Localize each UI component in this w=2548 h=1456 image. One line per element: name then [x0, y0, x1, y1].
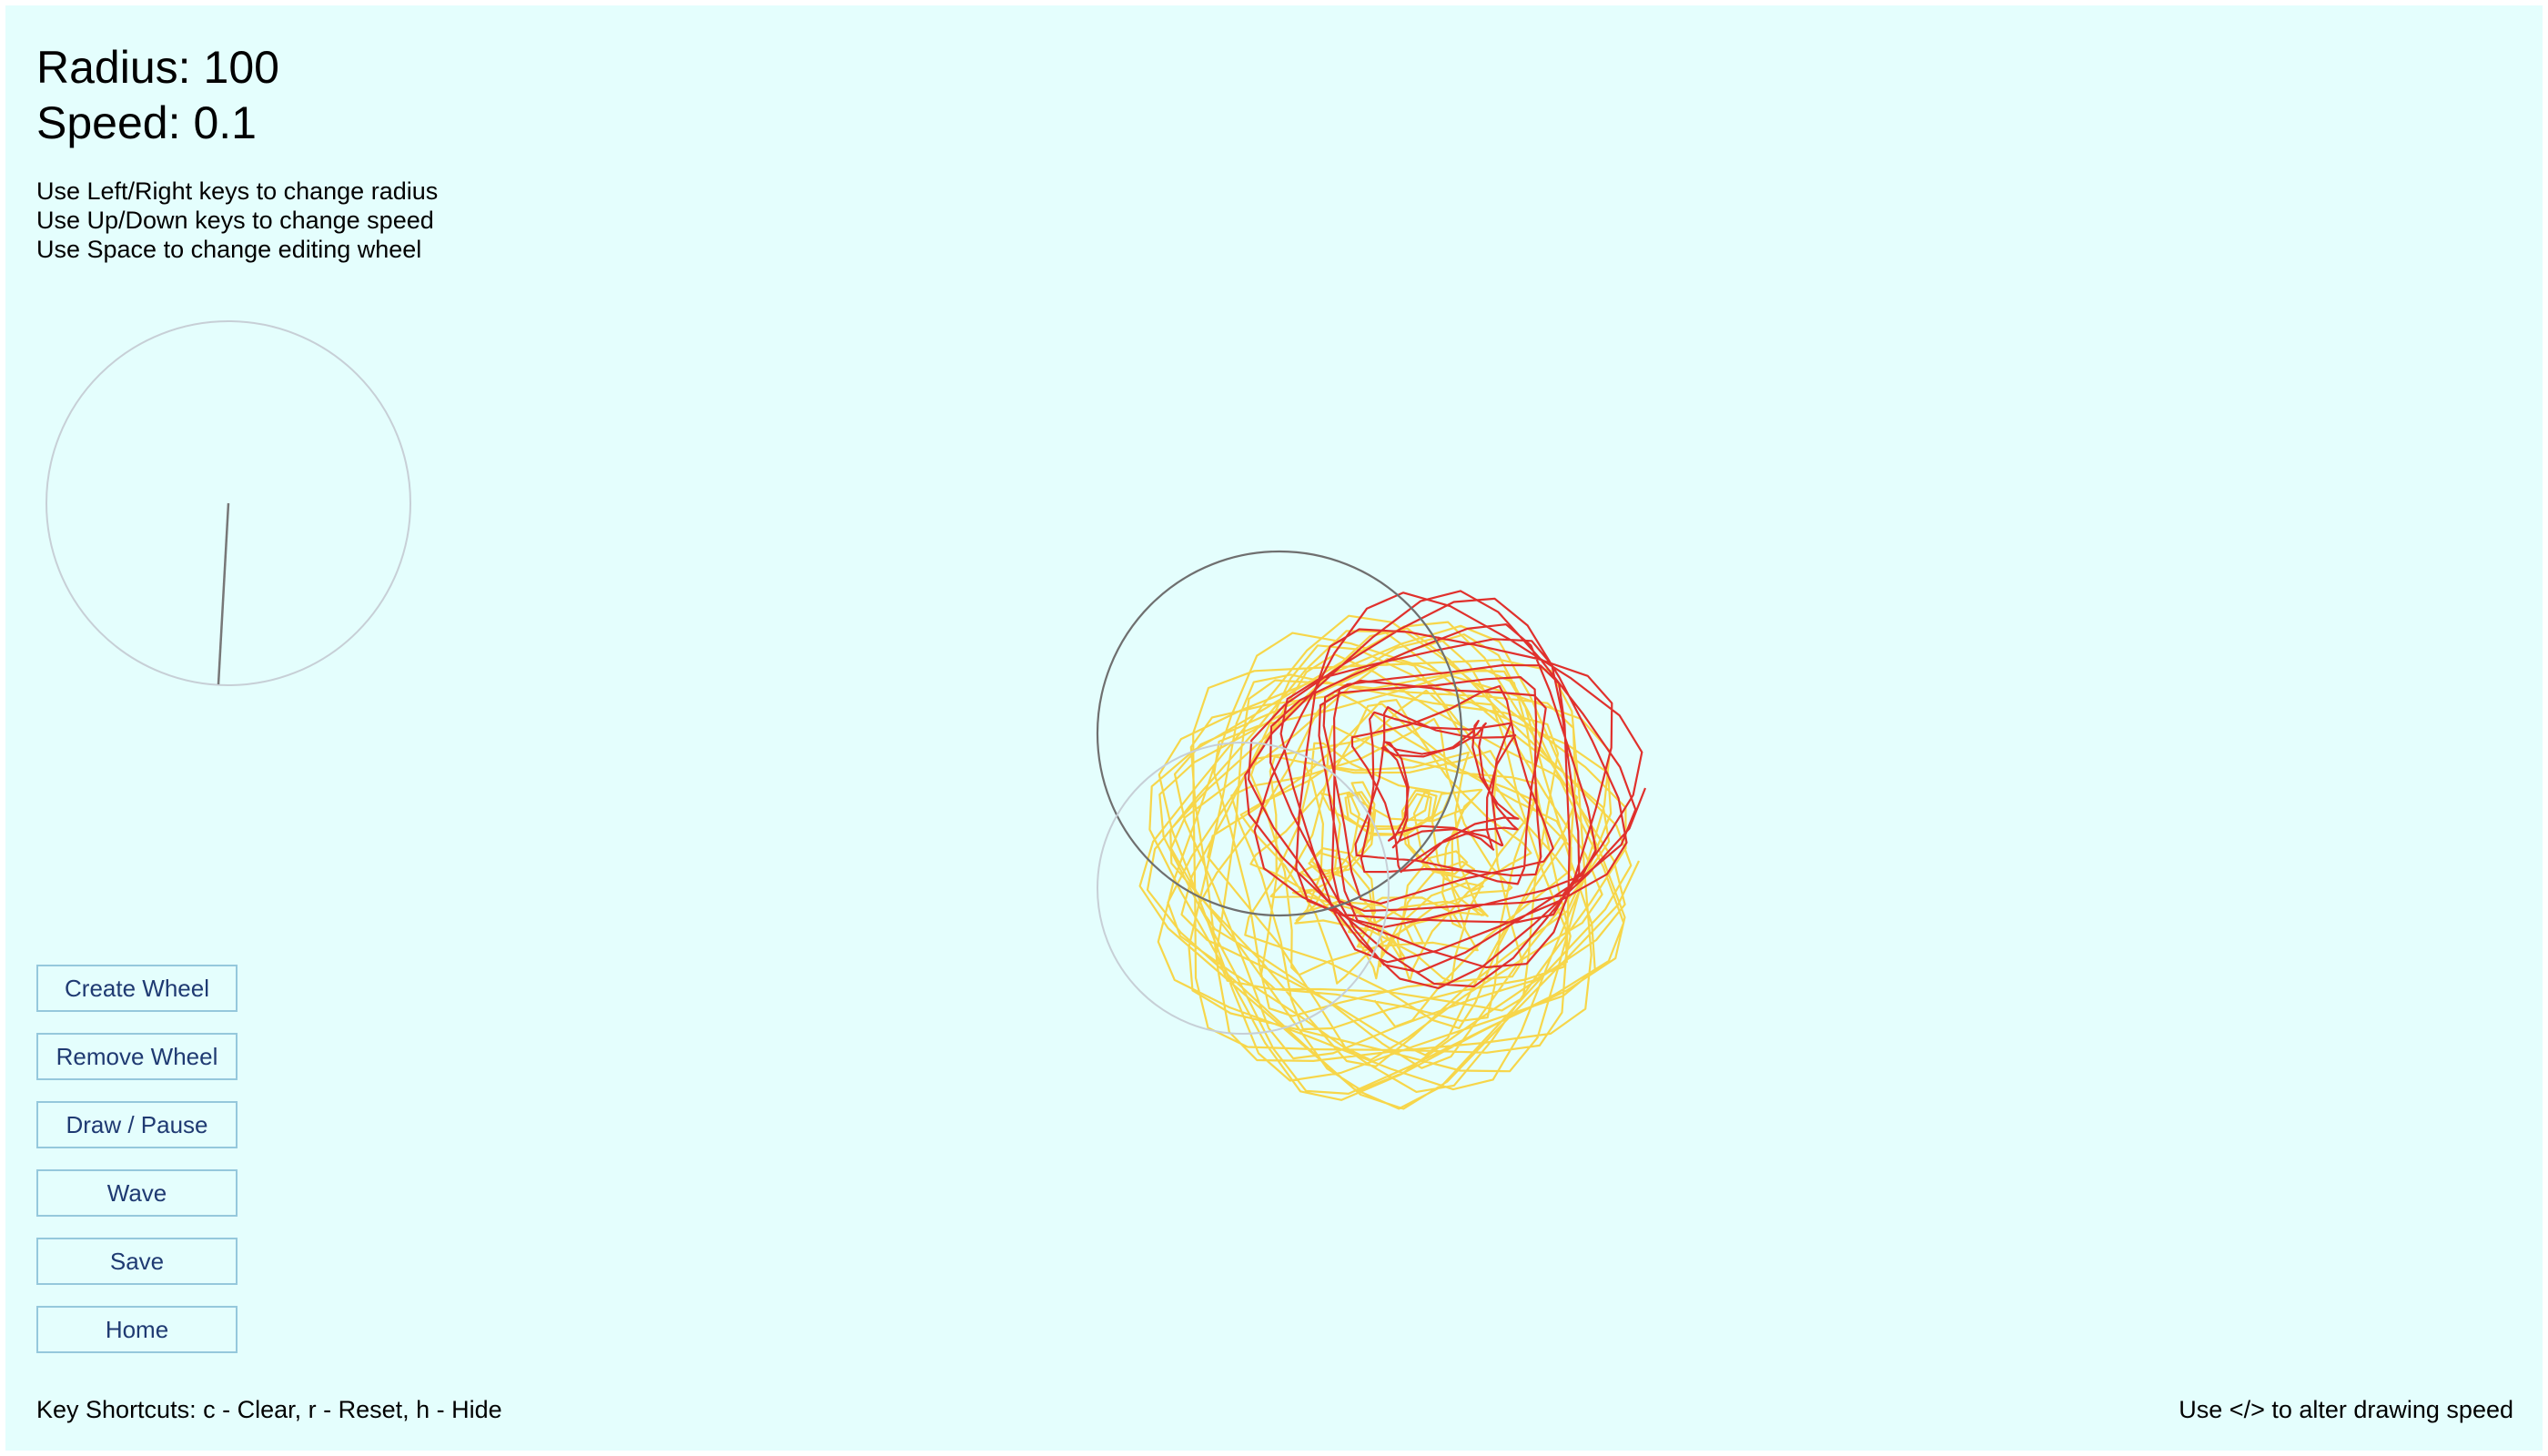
remove-wheel-button[interactable]: Remove Wheel	[36, 1033, 238, 1080]
speed-value: 0.1	[193, 97, 257, 148]
drawing-speed-hint: Use </> to alter drawing speed	[2179, 1396, 2513, 1423]
home-button[interactable]: Home	[36, 1306, 238, 1353]
key-shortcuts-hint: Key Shortcuts: c - Clear, r - Reset, h -…	[36, 1396, 502, 1423]
instructions: Use Left/Right keys to change radius Use…	[36, 177, 438, 264]
wave-button[interactable]: Wave	[36, 1169, 238, 1217]
spirograph-stage: Radius: 100 Speed: 0.1 Use Left/Right keys…	[5, 5, 2543, 1451]
red-trace	[1244, 590, 1647, 990]
control-buttons: Create Wheel Remove Wheel Draw / Pause W…	[36, 965, 240, 1374]
speed-label: Speed:	[36, 97, 181, 148]
wheel-preview-circle	[46, 320, 411, 686]
instruction-radius: Use Left/Right keys to change radius	[36, 177, 439, 205]
yellow-trace-path	[1138, 614, 1640, 1110]
draw-pause-button[interactable]: Draw / Pause	[36, 1101, 238, 1148]
radius-label: Radius:	[36, 42, 191, 93]
speed-readout: Speed: 0.1	[36, 96, 257, 150]
wheel-preview-spoke	[217, 502, 230, 685]
active-wheel-circle	[1096, 550, 1463, 917]
create-wheel-button[interactable]: Create Wheel	[36, 965, 238, 1012]
wheel-preview	[46, 320, 411, 686]
secondary-wheel-circle	[1097, 742, 1390, 1035]
radius-readout: Radius: 100	[36, 40, 279, 95]
red-trace-path	[1244, 590, 1647, 990]
save-button[interactable]: Save	[36, 1238, 238, 1285]
instruction-editing-wheel: Use Space to change editing wheel	[36, 236, 422, 263]
instruction-speed: Use Up/Down keys to change speed	[36, 207, 434, 234]
radius-value: 100	[203, 42, 279, 93]
yellow-trace	[1138, 614, 1640, 1110]
spirograph-drawing	[1096, 550, 1647, 1110]
